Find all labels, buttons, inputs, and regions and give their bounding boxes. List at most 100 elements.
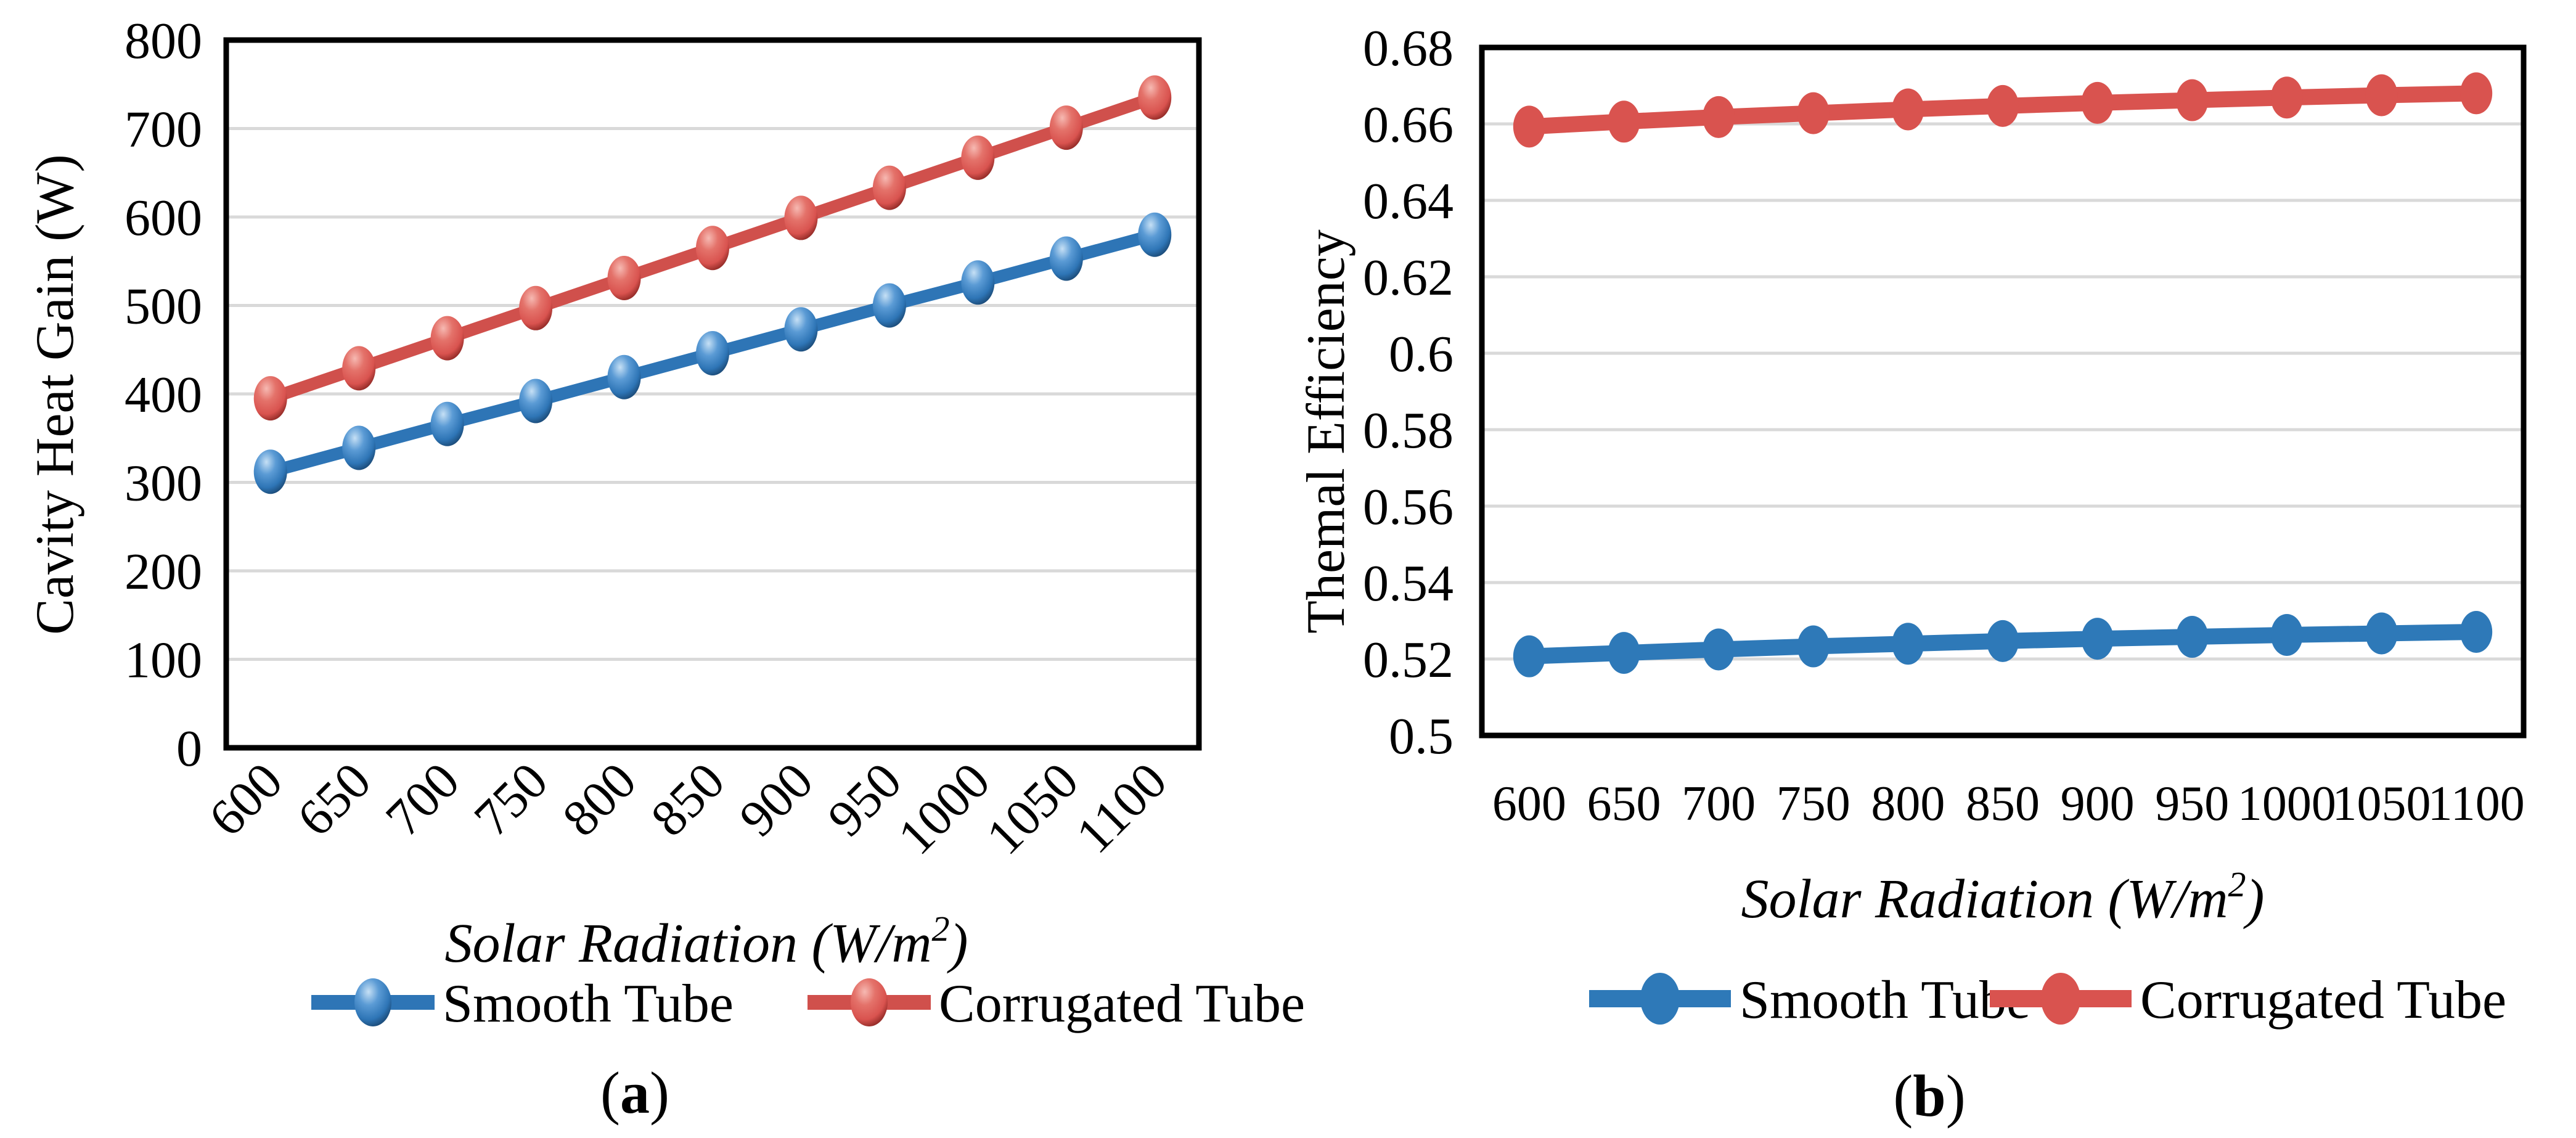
data-point-marker-corrugated-tube [1608, 100, 1640, 143]
panel-a-x-axis-title: Solar Radiation (W/m2) [445, 909, 968, 974]
x-tick-label: 750 [1777, 777, 1850, 831]
data-point-marker-corrugated-tube [342, 346, 376, 391]
y-tick-label: 0.68 [1363, 20, 1454, 77]
x-tick-label: 650 [1587, 777, 1661, 831]
x-tick-label: 1100 [1065, 752, 1177, 864]
legend-corrugated-marker-icon [2041, 973, 2080, 1025]
x-tick-label: 600 [198, 752, 293, 848]
panel-b-legend: Smooth Tube Corrugated Tube [1589, 970, 2506, 1030]
panel-b-x-axis-title: Solar Radiation (W/m2) [1741, 864, 2265, 930]
y-tick-label: 800 [125, 12, 202, 70]
data-point-marker-smooth-tube [2081, 618, 2114, 660]
y-tick-label: 200 [125, 543, 202, 600]
y-tick-label: 0.64 [1363, 173, 1454, 230]
data-point-marker-corrugated-tube [696, 226, 729, 271]
data-point-marker-smooth-tube [253, 449, 287, 494]
legend-corrugated-label: Corrugated Tube [939, 974, 1305, 1034]
panel-b: 0.5 0.52 0.54 0.56 0.58 0.6 0.62 0.64 0.66 0.68 6… [1296, 20, 2527, 1129]
data-point-marker-smooth-tube [1797, 625, 1830, 668]
legend-smooth-label: Smooth Tube [1740, 970, 2030, 1030]
data-point-marker-corrugated-tube [430, 316, 464, 361]
y-tick-label: 0.52 [1363, 631, 1454, 689]
x-tick-label: 950 [2155, 777, 2229, 831]
data-point-marker-smooth-tube [2460, 610, 2493, 653]
panel-a-caption: (a) [600, 1060, 669, 1126]
panel-b-y-axis-title: Themal Efficiency [1296, 229, 1356, 634]
y-tick-label: 600 [125, 189, 202, 247]
y-tick-label: 0.56 [1363, 478, 1454, 536]
panel-a-plot-border [223, 37, 1202, 751]
x-tick-label: 800 [1871, 777, 1945, 831]
data-point-marker-corrugated-tube [607, 256, 641, 301]
x-tick-label: 900 [729, 752, 824, 848]
y-tick-label: 0.66 [1363, 96, 1454, 154]
y-tick-label: 0.5 [1389, 708, 1454, 765]
x-tick-label: 1050 [2333, 777, 2431, 831]
data-point-marker-smooth-tube [1892, 623, 1924, 665]
data-point-marker-corrugated-tube [1987, 84, 2019, 127]
y-tick-label: 700 [125, 101, 202, 158]
data-point-marker-smooth-tube [961, 260, 995, 305]
data-point-marker-smooth-tube [342, 425, 376, 470]
x-tick-label: 850 [1966, 777, 2040, 831]
data-point-marker-corrugated-tube [1513, 105, 1545, 148]
x-tick-label: 700 [375, 752, 470, 848]
x-tick-label: 1050 [976, 752, 1090, 866]
data-point-marker-smooth-tube [696, 330, 729, 375]
y-tick-label: 0.58 [1363, 402, 1454, 459]
data-point-marker-corrugated-tube [2176, 79, 2209, 121]
data-point-marker-smooth-tube [872, 283, 906, 328]
data-point-marker-corrugated-tube [2365, 74, 2398, 117]
data-point-marker-smooth-tube [2176, 616, 2209, 658]
data-point-marker-corrugated-tube [1138, 75, 1172, 120]
data-point-marker-smooth-tube [1987, 620, 2019, 662]
panel-b-y-ticks: 0.5 0.52 0.54 0.56 0.58 0.6 0.62 0.64 0.66 0.68 [1363, 20, 1454, 765]
panel-b-gridlines [1482, 122, 2524, 661]
data-point-marker-smooth-tube [1049, 236, 1083, 281]
data-point-marker-corrugated-tube [2460, 72, 2493, 115]
x-tick-label: 650 [287, 752, 382, 848]
y-tick-label: 300 [125, 455, 202, 512]
data-point-marker-smooth-tube [430, 401, 464, 446]
panel-a-y-ticks: 0 100 200 300 400 500 600 700 800 [125, 12, 202, 777]
x-tick-label: 800 [552, 752, 647, 848]
panel-a-gridlines [226, 127, 1199, 661]
y-tick-label: 0.6 [1389, 325, 1454, 383]
data-point-marker-corrugated-tube [1703, 96, 1735, 138]
y-tick-label: 500 [125, 278, 202, 335]
x-tick-label: 1000 [887, 752, 1001, 866]
panel-b-caption: (b) [1893, 1063, 1965, 1129]
x-tick-label: 1000 [2238, 777, 2336, 831]
legend-smooth-label: Smooth Tube [443, 974, 734, 1034]
data-point-marker-smooth-tube [1513, 635, 1545, 677]
x-tick-label: 1100 [2428, 777, 2525, 831]
data-point-marker-corrugated-tube [1049, 105, 1083, 150]
data-point-marker-smooth-tube [784, 307, 818, 352]
data-point-marker-smooth-tube [1608, 632, 1640, 674]
data-point-marker-smooth-tube [2270, 613, 2303, 656]
data-point-marker-corrugated-tube [961, 135, 995, 180]
legend-smooth-marker-icon [354, 978, 391, 1026]
data-point-marker-smooth-tube [1703, 628, 1735, 671]
panel-b-plot-border [1479, 44, 2527, 739]
legend-corrugated-marker-icon [851, 978, 888, 1026]
x-tick-label: 850 [640, 752, 736, 848]
y-tick-label: 100 [125, 632, 202, 689]
y-tick-label: 0.54 [1363, 555, 1454, 612]
data-point-marker-corrugated-tube [519, 285, 553, 330]
panel-b-series [1513, 72, 2493, 677]
data-point-marker-corrugated-tube [253, 376, 287, 421]
data-point-marker-corrugated-tube [872, 165, 906, 210]
x-tick-label: 900 [2061, 777, 2135, 831]
panel-a-legend: Smooth Tube Corrugated Tube [311, 974, 1305, 1034]
y-tick-label: 0 [176, 720, 202, 777]
legend-corrugated-label: Corrugated Tube [2140, 970, 2506, 1030]
data-point-marker-corrugated-tube [1797, 92, 1830, 134]
x-tick-label: 600 [1492, 777, 1566, 831]
data-point-marker-corrugated-tube [784, 195, 818, 240]
data-point-marker-corrugated-tube [2081, 81, 2114, 124]
